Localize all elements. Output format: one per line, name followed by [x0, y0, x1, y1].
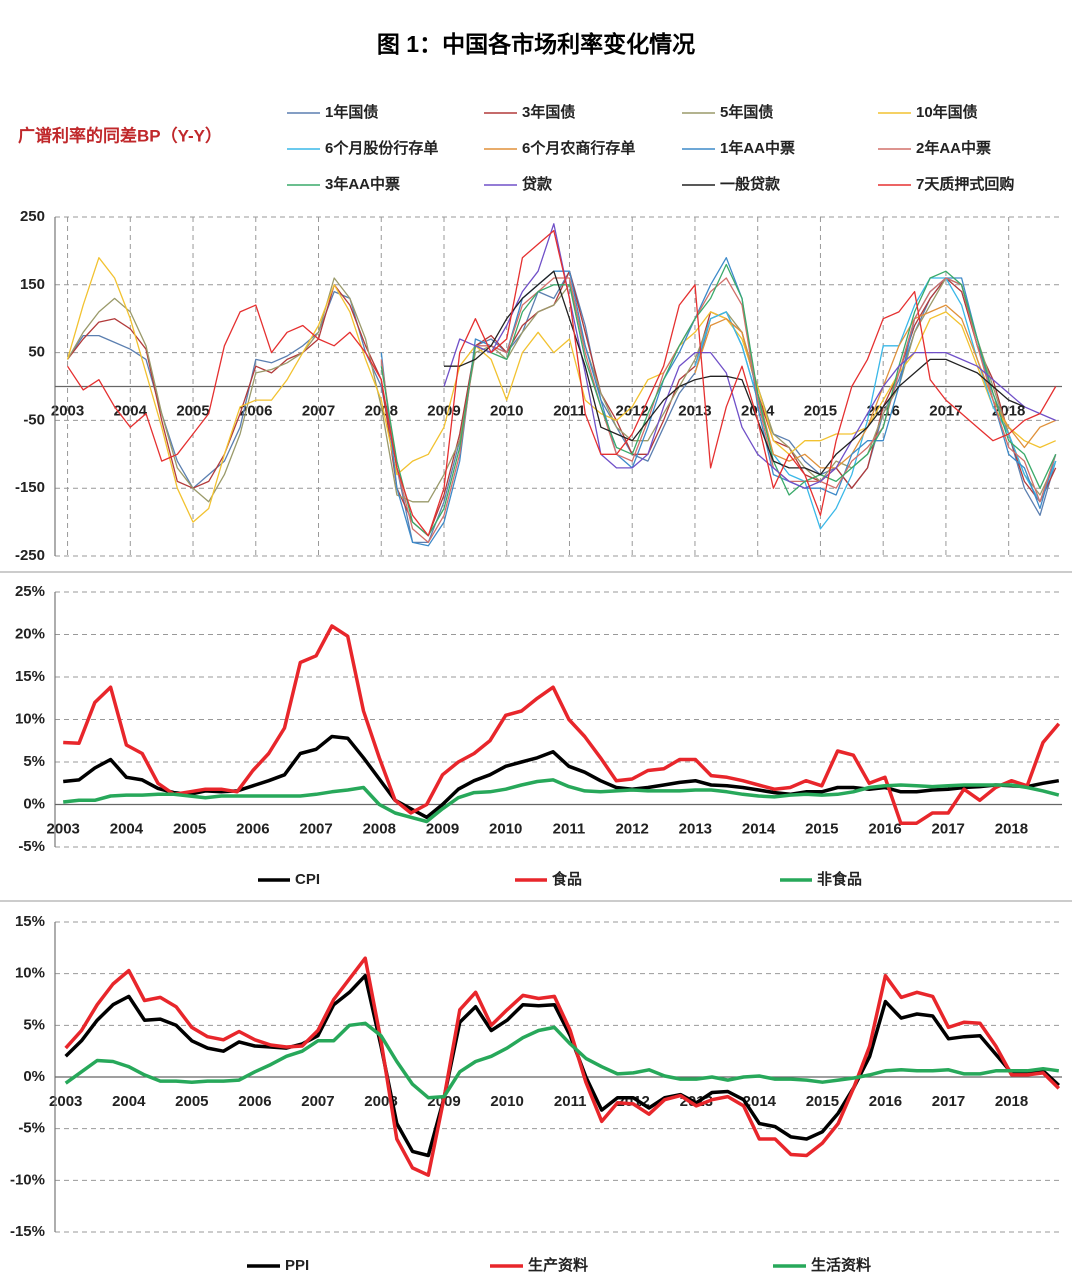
legend-label: 2年AA中票 [916, 139, 991, 157]
y-tick-label: -250 [15, 547, 45, 564]
x-tick-label: 2003 [47, 820, 80, 837]
x-tick-label: 2004 [114, 402, 148, 419]
legend-label: 食品 [552, 870, 582, 888]
legend-label: CPI [295, 871, 320, 888]
legend-label: 生活资料 [811, 1256, 871, 1274]
legend-label: PPI [285, 1257, 309, 1274]
y-axis-label: 广谱利率的同差BP（Y-Y） [18, 125, 222, 145]
y-tick-label: -15% [10, 1223, 45, 1240]
y-tick-label: 15% [15, 913, 45, 930]
legend-label: 10年国债 [916, 103, 978, 121]
series-line [64, 956, 1061, 1177]
x-tick-label: 2016 [868, 820, 901, 837]
legend-label: 1年AA中票 [720, 139, 795, 157]
y-tick-label: 15% [15, 668, 45, 685]
x-tick-label: 2005 [175, 1093, 208, 1110]
legend-label: 6个月股份行存单 [325, 139, 438, 157]
x-tick-label: 2017 [932, 820, 965, 837]
x-tick-label: 2012 [615, 820, 648, 837]
x-tick-label: 2007 [302, 402, 335, 419]
legend-label: 贷款 [522, 175, 553, 193]
y-tick-label: -10% [10, 1171, 45, 1188]
x-tick-label: 2015 [806, 1093, 839, 1110]
y-tick-label: -5% [18, 1120, 45, 1137]
y-tick-label: 20% [15, 625, 45, 642]
x-tick-label: 2015 [805, 820, 838, 837]
series-line [66, 257, 1056, 523]
x-tick-label: 2014 [743, 1093, 777, 1110]
legend-label: 7天质押式回购 [916, 175, 1014, 193]
y-tick-label: 0% [23, 795, 45, 812]
x-tick-label: 2008 [363, 820, 396, 837]
x-tick-label: 2015 [804, 402, 837, 419]
x-tick-label: 2010 [489, 820, 522, 837]
y-tick-label: 5% [23, 1016, 45, 1033]
series-line [443, 223, 1056, 489]
series-line [66, 270, 1057, 537]
series-line [63, 778, 1060, 824]
y-tick-label: 250 [20, 208, 45, 225]
legend-label: 1年国债 [325, 103, 378, 121]
legend-label: 生产资料 [528, 1256, 588, 1274]
x-tick-label: 2003 [51, 402, 84, 419]
x-tick-label: 2013 [679, 820, 712, 837]
x-tick-label: 2010 [490, 402, 523, 419]
y-tick-label: 5% [23, 753, 45, 770]
chart-title: 图 1：中国各市场利率变化情况 [377, 31, 695, 57]
series-line [380, 263, 1057, 537]
x-tick-label: 2011 [554, 1093, 587, 1110]
x-tick-label: 2004 [112, 1093, 146, 1110]
x-tick-label: 2007 [301, 1093, 334, 1110]
y-tick-label: 150 [20, 276, 45, 293]
x-tick-label: 2017 [932, 1093, 965, 1110]
y-tick-label: 10% [15, 710, 45, 727]
y-tick-label: 0% [23, 1068, 45, 1085]
y-tick-label: 50 [28, 344, 45, 361]
x-tick-label: 2011 [553, 402, 586, 419]
legend-label: 3年AA中票 [325, 175, 400, 193]
x-tick-label: 2003 [49, 1093, 82, 1110]
x-tick-label: 2007 [299, 820, 332, 837]
series-line [66, 229, 1057, 537]
series-line [64, 973, 1060, 1158]
legend-label: 非食品 [817, 870, 862, 888]
series-line [64, 1021, 1060, 1100]
y-tick-label: 10% [15, 965, 45, 982]
x-tick-label: 2011 [553, 820, 586, 837]
x-tick-label: 2010 [490, 1093, 523, 1110]
y-tick-label: -5% [18, 838, 45, 855]
legend-label: 一般贷款 [720, 175, 781, 193]
x-tick-label: 2005 [176, 402, 209, 419]
x-tick-label: 2009 [427, 402, 460, 419]
series-line [63, 624, 1061, 825]
x-tick-label: 2009 [426, 820, 459, 837]
x-tick-label: 2013 [678, 402, 711, 419]
x-tick-label: 2006 [236, 820, 269, 837]
legend-label: 3年国债 [522, 103, 575, 121]
x-tick-label: 2014 [742, 820, 776, 837]
legend-label: 6个月农商行存单 [522, 139, 635, 157]
x-tick-label: 2004 [110, 820, 144, 837]
y-tick-label: -50 [23, 411, 45, 428]
y-tick-label: -150 [15, 479, 45, 496]
x-tick-label: 2018 [995, 1093, 1028, 1110]
x-tick-label: 2005 [173, 820, 206, 837]
x-tick-label: 2016 [869, 1093, 902, 1110]
y-tick-label: 25% [15, 583, 45, 600]
legend-label: 5年国债 [720, 103, 773, 121]
x-tick-label: 2006 [238, 1093, 271, 1110]
x-tick-label: 2018 [995, 820, 1028, 837]
